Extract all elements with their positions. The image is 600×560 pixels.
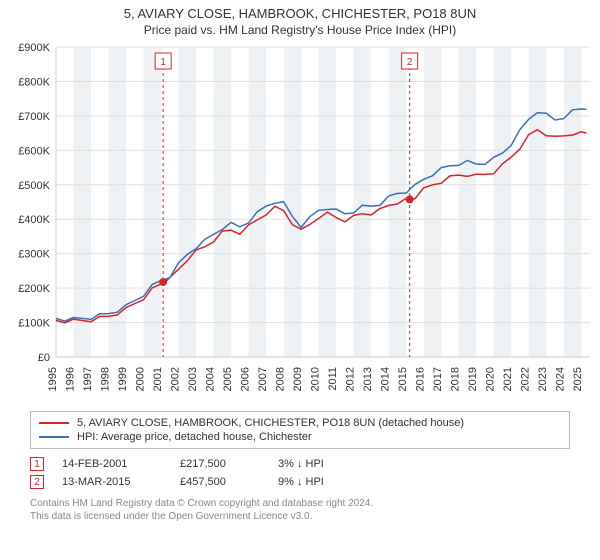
legend-label-property: 5, AVIARY CLOSE, HAMBROOK, CHICHESTER, P… <box>77 417 464 429</box>
legend-row-hpi: HPI: Average price, detached house, Chic… <box>39 430 561 444</box>
svg-text:2016: 2016 <box>415 367 427 391</box>
tx-marker-box: 1 <box>30 457 44 471</box>
line-chart: £0 £100K £200K £300K £400K £500K £600K £700K £80… <box>0 37 600 407</box>
tx-relative-hpi: 9% ↓ HPI <box>278 476 368 488</box>
svg-text:2001: 2001 <box>152 367 164 391</box>
tx-date: 13-MAR-2015 <box>62 476 162 488</box>
svg-text:2005: 2005 <box>222 367 234 391</box>
svg-text:£0: £0 <box>38 352 50 364</box>
tx-marker-box: 2 <box>30 475 44 489</box>
footer-line2: This data is licensed under the Open Gov… <box>30 510 570 523</box>
svg-text:1995: 1995 <box>47 367 59 391</box>
svg-text:£800K: £800K <box>18 76 50 88</box>
svg-text:1998: 1998 <box>100 367 112 391</box>
title-sub: Price paid vs. HM Land Registry's House … <box>0 21 600 37</box>
svg-text:2007: 2007 <box>257 367 269 391</box>
svg-text:2: 2 <box>407 57 413 68</box>
transaction-table: 1 14-FEB-2001 £217,500 3% ↓ HPI 2 13-MAR-2015… <box>30 455 570 491</box>
svg-text:2017: 2017 <box>432 367 444 391</box>
svg-text:2009: 2009 <box>292 367 304 391</box>
svg-text:1997: 1997 <box>82 367 94 391</box>
svg-text:£100K: £100K <box>18 318 50 330</box>
tx-relative-hpi: 3% ↓ HPI <box>278 458 368 470</box>
legend-swatch-property <box>39 422 69 424</box>
svg-text:2015: 2015 <box>397 367 409 391</box>
legend-swatch-hpi <box>39 436 69 438</box>
svg-text:2022: 2022 <box>520 367 532 391</box>
footer-attribution: Contains HM Land Registry data © Crown c… <box>30 497 570 523</box>
svg-text:2002: 2002 <box>170 367 182 391</box>
svg-text:2003: 2003 <box>187 367 199 391</box>
svg-text:2024: 2024 <box>555 367 567 391</box>
svg-text:£200K: £200K <box>18 283 50 295</box>
svg-text:2020: 2020 <box>485 367 497 391</box>
svg-text:1999: 1999 <box>117 367 129 391</box>
svg-text:1: 1 <box>160 57 166 68</box>
svg-text:2011: 2011 <box>327 367 339 391</box>
svg-text:2008: 2008 <box>275 367 287 391</box>
svg-text:£700K: £700K <box>18 111 50 123</box>
svg-text:2012: 2012 <box>345 367 357 391</box>
tx-price: £217,500 <box>180 458 260 470</box>
tx-price: £457,500 <box>180 476 260 488</box>
transaction-row: 2 13-MAR-2015 £457,500 9% ↓ HPI <box>30 473 570 491</box>
svg-text:2014: 2014 <box>380 367 392 391</box>
svg-text:£600K: £600K <box>18 145 50 157</box>
svg-text:2006: 2006 <box>240 367 252 391</box>
svg-text:2000: 2000 <box>135 367 147 391</box>
svg-text:2025: 2025 <box>572 367 584 391</box>
chart-titles: 5, AVIARY CLOSE, HAMBROOK, CHICHESTER, P… <box>0 0 600 37</box>
svg-text:2021: 2021 <box>502 367 514 391</box>
svg-text:2013: 2013 <box>362 367 374 391</box>
legend-label-hpi: HPI: Average price, detached house, Chic… <box>77 431 312 443</box>
footer-line1: Contains HM Land Registry data © Crown c… <box>30 497 570 510</box>
legend-row-property: 5, AVIARY CLOSE, HAMBROOK, CHICHESTER, P… <box>39 416 561 430</box>
svg-text:1996: 1996 <box>65 367 77 391</box>
svg-text:£400K: £400K <box>18 214 50 226</box>
chart-area: £0 £100K £200K £300K £400K £500K £600K £700K £80… <box>0 37 600 407</box>
svg-text:2004: 2004 <box>205 367 217 391</box>
transaction-row: 1 14-FEB-2001 £217,500 3% ↓ HPI <box>30 455 570 473</box>
tx-date: 14-FEB-2001 <box>62 458 162 470</box>
svg-text:2018: 2018 <box>450 367 462 391</box>
svg-text:£300K: £300K <box>18 249 50 261</box>
title-main: 5, AVIARY CLOSE, HAMBROOK, CHICHESTER, P… <box>0 6 600 21</box>
svg-text:2019: 2019 <box>467 367 479 391</box>
series-legend: 5, AVIARY CLOSE, HAMBROOK, CHICHESTER, P… <box>30 411 570 449</box>
svg-text:£900K: £900K <box>18 42 50 54</box>
svg-text:2010: 2010 <box>310 367 322 391</box>
svg-text:2023: 2023 <box>537 367 549 391</box>
svg-text:£500K: £500K <box>18 180 50 192</box>
